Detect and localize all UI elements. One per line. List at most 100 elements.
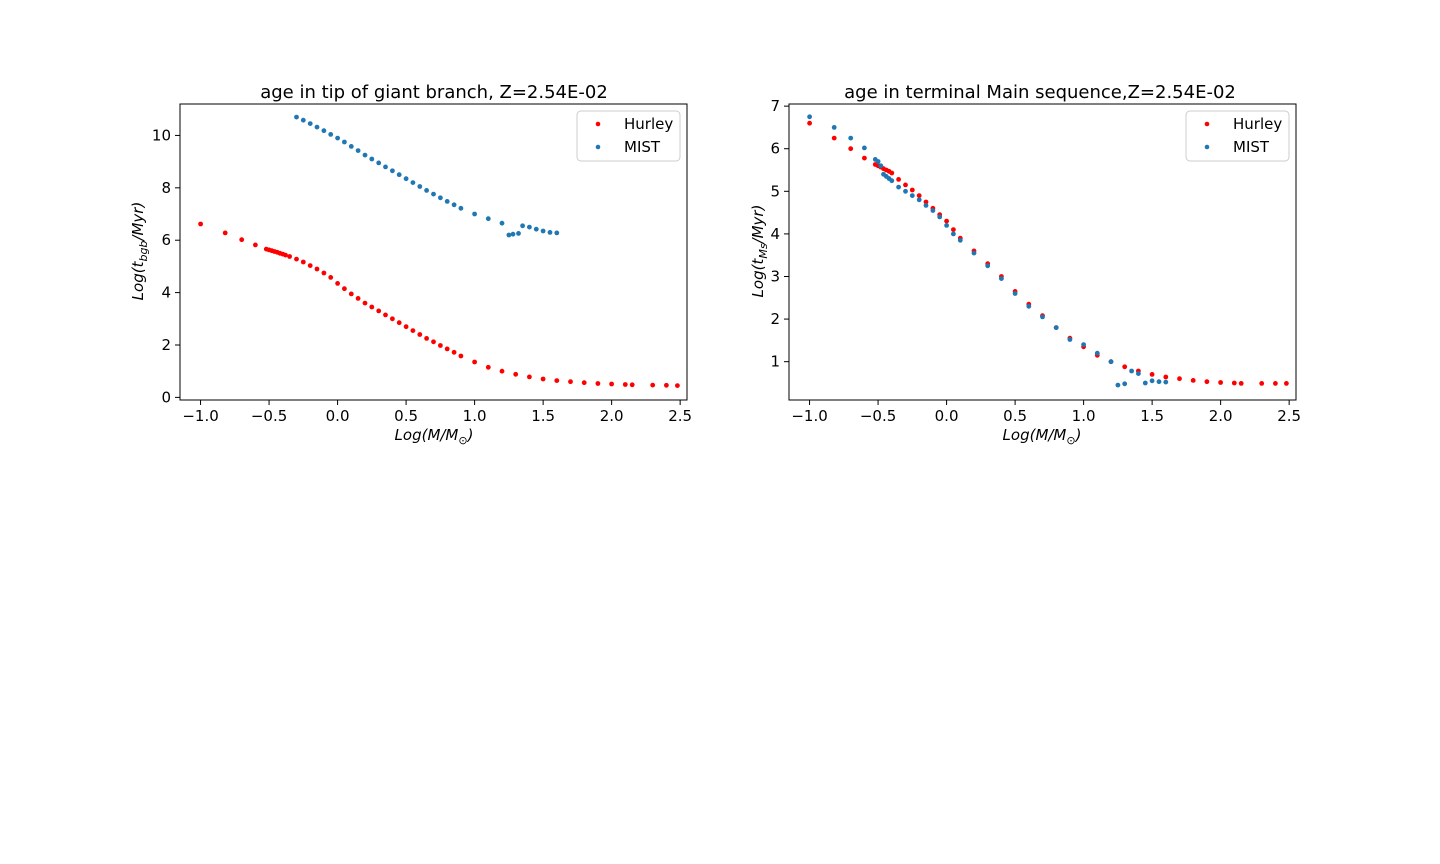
point-mist-34	[1129, 368, 1134, 374]
y-tick-label: 4	[161, 284, 171, 302]
point-mist-38	[1156, 379, 1162, 385]
point-mist-1	[300, 117, 306, 123]
point-hurley-29	[403, 324, 409, 330]
point-mist-24	[1012, 291, 1018, 296]
point-mist-0	[807, 114, 812, 120]
point-hurley-22	[355, 296, 361, 301]
plot-frame	[788, 103, 1297, 401]
x-tick-label: 2.5	[668, 407, 692, 425]
point-mist-27	[1053, 325, 1059, 330]
x-tick-label: −1.0	[182, 407, 218, 425]
chart-title: age in tip of giant branch, Z=2.54E-02	[260, 82, 608, 103]
x-tick-label: 2.0	[600, 407, 624, 425]
point-mist-29	[1081, 342, 1086, 347]
point-hurley-18	[328, 275, 334, 280]
point-mist-1	[831, 125, 837, 130]
point-hurley-21	[348, 291, 354, 297]
y-tick-label: 3	[770, 267, 780, 285]
point-mist-16	[930, 208, 936, 213]
point-hurley-41	[1238, 381, 1244, 386]
point-mist-25	[1026, 303, 1032, 309]
point-mist-14	[390, 168, 395, 174]
y-tick-label: 2	[161, 336, 171, 354]
point-mist-15	[396, 172, 402, 178]
point-hurley-41	[513, 371, 519, 377]
point-mist-18	[944, 223, 949, 228]
point-hurley-28	[396, 320, 402, 326]
legend-label-hurley: Hurley	[1233, 115, 1282, 133]
point-mist-13	[909, 193, 915, 199]
x-tick-label: 1.0	[1072, 407, 1096, 425]
point-mist-16	[403, 176, 409, 182]
point-mist-36	[1142, 380, 1148, 386]
point-mist-31	[1108, 359, 1114, 365]
point-mist-27	[499, 220, 505, 226]
point-hurley-43	[540, 376, 546, 382]
point-hurley-39	[485, 364, 491, 370]
point-mist-7	[342, 139, 347, 145]
point-mist-4	[321, 128, 327, 134]
point-mist-24	[458, 205, 464, 211]
legend-label-mist: MIST	[1233, 138, 1270, 156]
point-hurley-20	[342, 286, 347, 292]
x-tick-label: 0.0	[935, 407, 959, 425]
point-hurley-25	[376, 308, 382, 314]
point-hurley-51	[650, 382, 656, 388]
x-tick-label: 1.0	[463, 407, 487, 425]
chart-tip-giant-branch: age in tip of giant branch, Z=2.54E-02 −…	[129, 82, 692, 447]
point-mist-10	[362, 152, 368, 158]
point-hurley-42	[1259, 381, 1265, 386]
point-mist-25	[472, 211, 477, 217]
x-tick-label: 1.5	[531, 407, 555, 425]
point-hurley-18	[944, 218, 949, 224]
point-mist-18	[417, 184, 423, 189]
point-mist-22	[985, 263, 991, 269]
point-hurley-3	[253, 242, 258, 248]
point-mist-39	[1163, 379, 1169, 385]
x-tick-label: 2.0	[1209, 407, 1233, 425]
point-mist-8	[348, 144, 354, 149]
point-hurley-13	[909, 187, 915, 193]
point-hurley-31	[417, 332, 423, 337]
point-hurley-13	[294, 256, 299, 262]
legend-box	[576, 110, 681, 162]
point-mist-28	[1067, 337, 1073, 342]
x-tick-label: 1.5	[1140, 407, 1164, 425]
point-hurley-23	[362, 300, 368, 306]
point-hurley-33	[431, 339, 436, 345]
point-hurley-34	[1149, 372, 1155, 377]
x-axis-label: Log(M/M⊙)	[1003, 426, 1082, 447]
point-mist-28	[506, 232, 512, 238]
point-hurley-52	[664, 382, 669, 388]
point-hurley-27	[390, 316, 395, 322]
point-mist-2	[848, 135, 854, 141]
x-axis: −1.0 −0.5 0.0 0.5 1.0 1.5 2.0 2.5	[182, 400, 692, 425]
point-mist-35	[547, 230, 553, 235]
point-mist-12	[903, 188, 908, 194]
point-hurley-12	[903, 182, 908, 188]
y-tick-label: 6	[161, 231, 171, 249]
y-tick-label: 1	[770, 353, 780, 371]
point-hurley-12	[287, 254, 292, 259]
y-tick-label: 6	[770, 140, 780, 158]
point-mist-0	[294, 114, 299, 120]
x-tick-label: 0.0	[326, 407, 350, 425]
legend: Hurley MIST	[576, 110, 681, 162]
point-mist-20	[431, 191, 436, 197]
chart-terminal-main-sequence: age in terminal Main sequence,Z=2.54E-02…	[749, 82, 1301, 447]
x-tick-label: 0.5	[1003, 407, 1027, 425]
point-mist-26	[1040, 314, 1045, 320]
point-mist-37	[1149, 378, 1155, 384]
point-hurley-30	[410, 328, 416, 333]
point-mist-35	[1136, 371, 1141, 376]
point-hurley-35	[444, 346, 450, 352]
point-hurley-19	[335, 281, 340, 286]
point-hurley-48	[609, 381, 614, 387]
point-hurley-43	[1273, 381, 1278, 386]
y-tick-label: 7	[770, 97, 780, 115]
x-axis: −1.0 −0.5 0.0 0.5 1.0 1.5 2.0 2.5	[791, 400, 1301, 425]
y-axis: 0 2 4 6 8 10	[152, 126, 180, 406]
point-mist-36	[554, 230, 560, 236]
point-mist-11	[369, 156, 375, 162]
point-mist-3	[862, 145, 867, 151]
